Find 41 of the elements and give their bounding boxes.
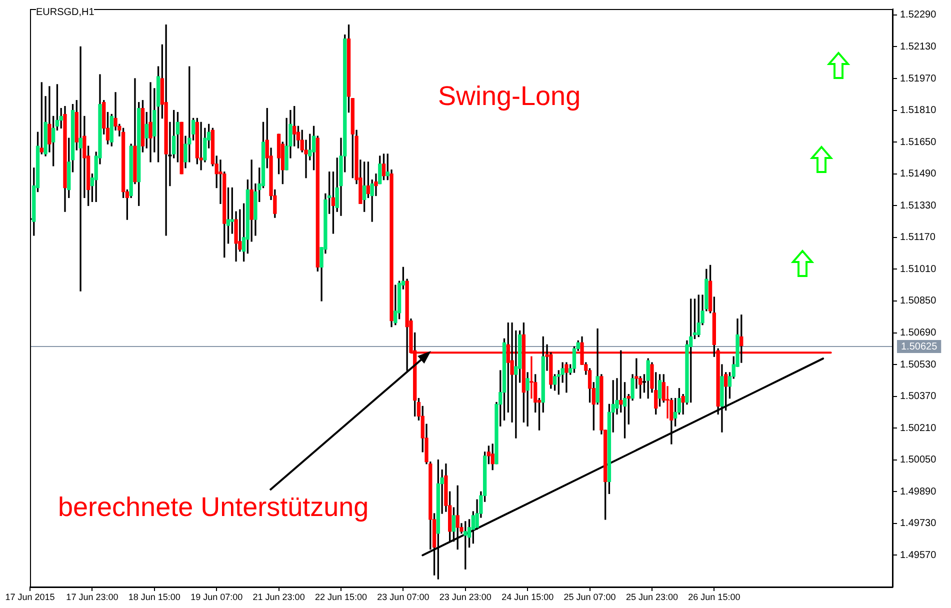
ref-line-label: 1.50625 (901, 341, 938, 352)
y-tick-label: 1.50210 (900, 422, 937, 434)
y-tick-label: 1.49730 (900, 518, 937, 530)
x-tick-label: 22 Jun 15:00 (314, 592, 368, 602)
y-tick-label: 1.50530 (900, 359, 937, 370)
x-tick-label: 23 Jun 07:00 (377, 592, 430, 602)
x-tick-label: 18 Jun 15:00 (128, 592, 180, 602)
x-tick-label: 26 Jun 15:00 (688, 592, 740, 602)
x-tick-label: 21 Jun 23:00 (252, 592, 305, 602)
y-tick-label: 1.50050 (900, 454, 937, 466)
candlestick (148, 82, 152, 162)
candlestick (164, 24, 168, 236)
candlestick (666, 386, 670, 418)
y-tick-label: 1.51010 (900, 264, 937, 275)
y-tick-label: 1.49890 (900, 486, 937, 498)
candlestick (514, 330, 518, 438)
candlestick (78, 46, 82, 292)
candlestick (530, 356, 534, 399)
y-tick-label: 1.49570 (900, 550, 937, 561)
annotation: Swing-Long (438, 81, 581, 111)
x-tick-label: 24 Jun 15:00 (502, 592, 554, 602)
y-tick-label: 1.51650 (900, 136, 937, 148)
y-tick-label: 1.51490 (900, 168, 937, 180)
y-tick-label: 1.50850 (900, 296, 937, 307)
y-tick-label: 1.51330 (900, 200, 937, 212)
y-tick-label: 1.51170 (900, 232, 936, 244)
x-tick-label: 25 Jun 23:00 (626, 592, 678, 602)
y-tick-label: 1.52290 (900, 10, 937, 21)
candlestick (199, 122, 203, 170)
annotation: berechnete Unterstützung (58, 492, 369, 522)
y-tick-label: 1.52130 (900, 41, 937, 52)
y-tick-label: 1.50370 (900, 391, 937, 402)
y-tick-label: 1.50690 (900, 328, 937, 339)
x-tick-label: 17 Jun 23:00 (66, 592, 118, 602)
y-tick-label: 1.51970 (900, 73, 937, 84)
x-tick-label: 17 Jun 2015 (5, 592, 55, 602)
x-tick-label: 25 Jun 07:00 (564, 592, 616, 602)
x-tick-label: 19 Jun 07:00 (190, 592, 243, 602)
chart-title: EURSGD,H1 (36, 7, 94, 18)
y-tick-label: 1.51810 (900, 105, 937, 116)
x-tick-label: 23 Jun 23:00 (439, 592, 492, 602)
